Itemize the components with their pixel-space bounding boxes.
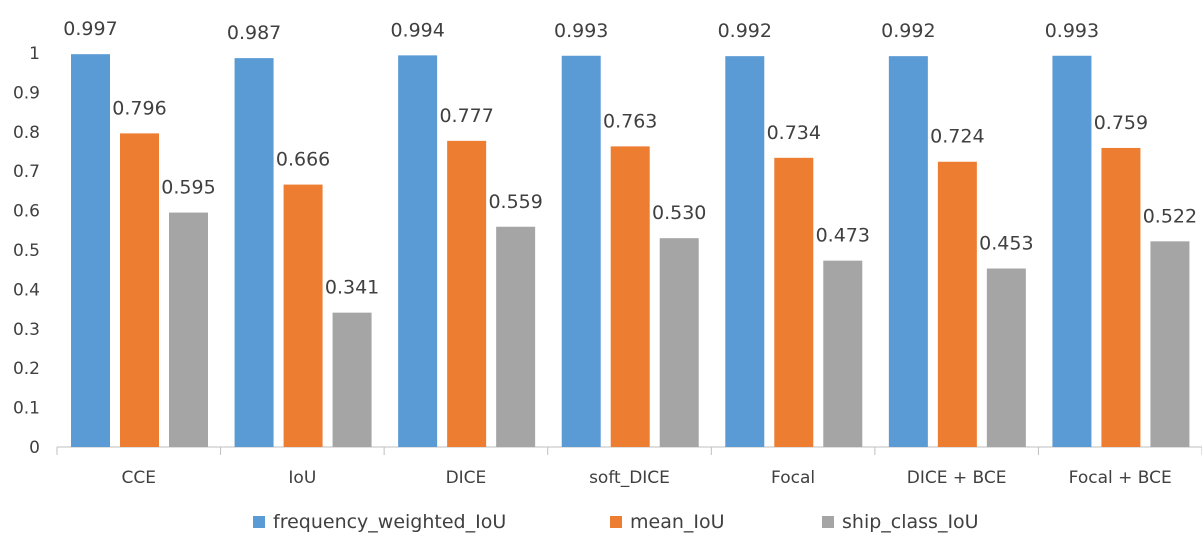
- data-label: 0.993: [1045, 20, 1099, 42]
- data-label: 0.987: [227, 22, 281, 44]
- bar: [234, 58, 274, 447]
- data-label: 0.796: [112, 97, 166, 119]
- data-label: 0.994: [390, 19, 444, 41]
- x-tick-label: soft_DICE: [589, 468, 670, 488]
- data-label: 0.453: [979, 233, 1033, 255]
- bar: [120, 133, 159, 447]
- y-tick-label: 0.2: [13, 359, 40, 379]
- data-label: 0.763: [603, 110, 657, 132]
- data-label: 0.559: [488, 191, 542, 213]
- data-label: 0.992: [718, 20, 772, 42]
- data-label: 0.724: [930, 126, 984, 148]
- bar: [1101, 147, 1141, 448]
- x-tick-label: Focal: [771, 468, 815, 488]
- bar: [725, 56, 765, 447]
- bar: [447, 140, 487, 447]
- data-labels: 0.997 0.796 0.595 0.987 0.666 0.341 0.994 0.777…: [63, 18, 1197, 298]
- y-tick-label: 0.4: [13, 280, 40, 300]
- y-axis: 0 0.1 0.2 0.3 0.4 0.5 0.6 0.7 0.8 0.9 1: [13, 44, 40, 458]
- data-label: 0.759: [1094, 112, 1148, 134]
- x-tick-label: DICE + BCE: [907, 468, 1007, 488]
- data-label: 0.734: [767, 122, 821, 144]
- bar: [398, 55, 438, 447]
- bar: [1150, 241, 1190, 447]
- legend-swatch: [822, 516, 834, 528]
- y-tick-label: 0.5: [13, 241, 40, 261]
- bar: [659, 238, 699, 447]
- data-label: 0.595: [161, 177, 215, 199]
- bars: [71, 54, 1190, 448]
- x-axis: CCE IoU DICE soft_DICE Focal DICE + BCE Focal …: [56, 446, 1202, 488]
- data-label: 0.992: [881, 20, 935, 42]
- legend-label: frequency_weighted_IoU: [273, 511, 506, 533]
- x-tick-label: Focal + BCE: [1069, 468, 1172, 488]
- data-label: 0.473: [816, 225, 870, 247]
- data-label: 0.993: [554, 20, 608, 42]
- legend-label: mean_IoU: [630, 511, 725, 533]
- legend-swatch: [253, 516, 265, 528]
- data-label: 0.341: [325, 277, 379, 299]
- bar: [332, 312, 372, 447]
- bar: [283, 184, 323, 447]
- bar: [610, 146, 650, 448]
- legend-swatch: [610, 516, 622, 528]
- x-tick-label: IoU: [288, 468, 316, 488]
- y-tick-label: 0: [29, 438, 40, 458]
- data-label: 0.530: [652, 202, 706, 224]
- bar: [71, 54, 110, 447]
- y-tick-label: 0.7: [13, 162, 40, 182]
- x-tick-label: DICE: [446, 468, 487, 488]
- data-label: 0.522: [1143, 205, 1197, 227]
- bar: [937, 161, 977, 447]
- legend-label: ship_class_IoU: [842, 511, 979, 533]
- y-tick-label: 0.3: [13, 320, 40, 340]
- data-label: 0.777: [439, 105, 493, 127]
- y-tick-label: 0.6: [13, 202, 40, 222]
- y-tick-label: 0.8: [13, 123, 40, 143]
- bar: [1052, 55, 1092, 448]
- y-tick-label: 0.1: [13, 399, 40, 419]
- bar: [888, 56, 928, 447]
- bar: [823, 260, 863, 447]
- x-tick-label: CCE: [122, 468, 156, 488]
- bar: [496, 226, 536, 447]
- bar: [986, 268, 1026, 447]
- data-label: 0.997: [63, 18, 117, 40]
- bar: [169, 212, 208, 447]
- data-label: 0.666: [276, 149, 330, 171]
- y-tick-label: 1: [29, 44, 40, 64]
- y-tick-label: 0.9: [13, 83, 40, 103]
- legend: frequency_weighted_IoU mean_IoU ship_class…: [253, 511, 979, 533]
- bar: [561, 55, 601, 448]
- bar: [774, 157, 814, 447]
